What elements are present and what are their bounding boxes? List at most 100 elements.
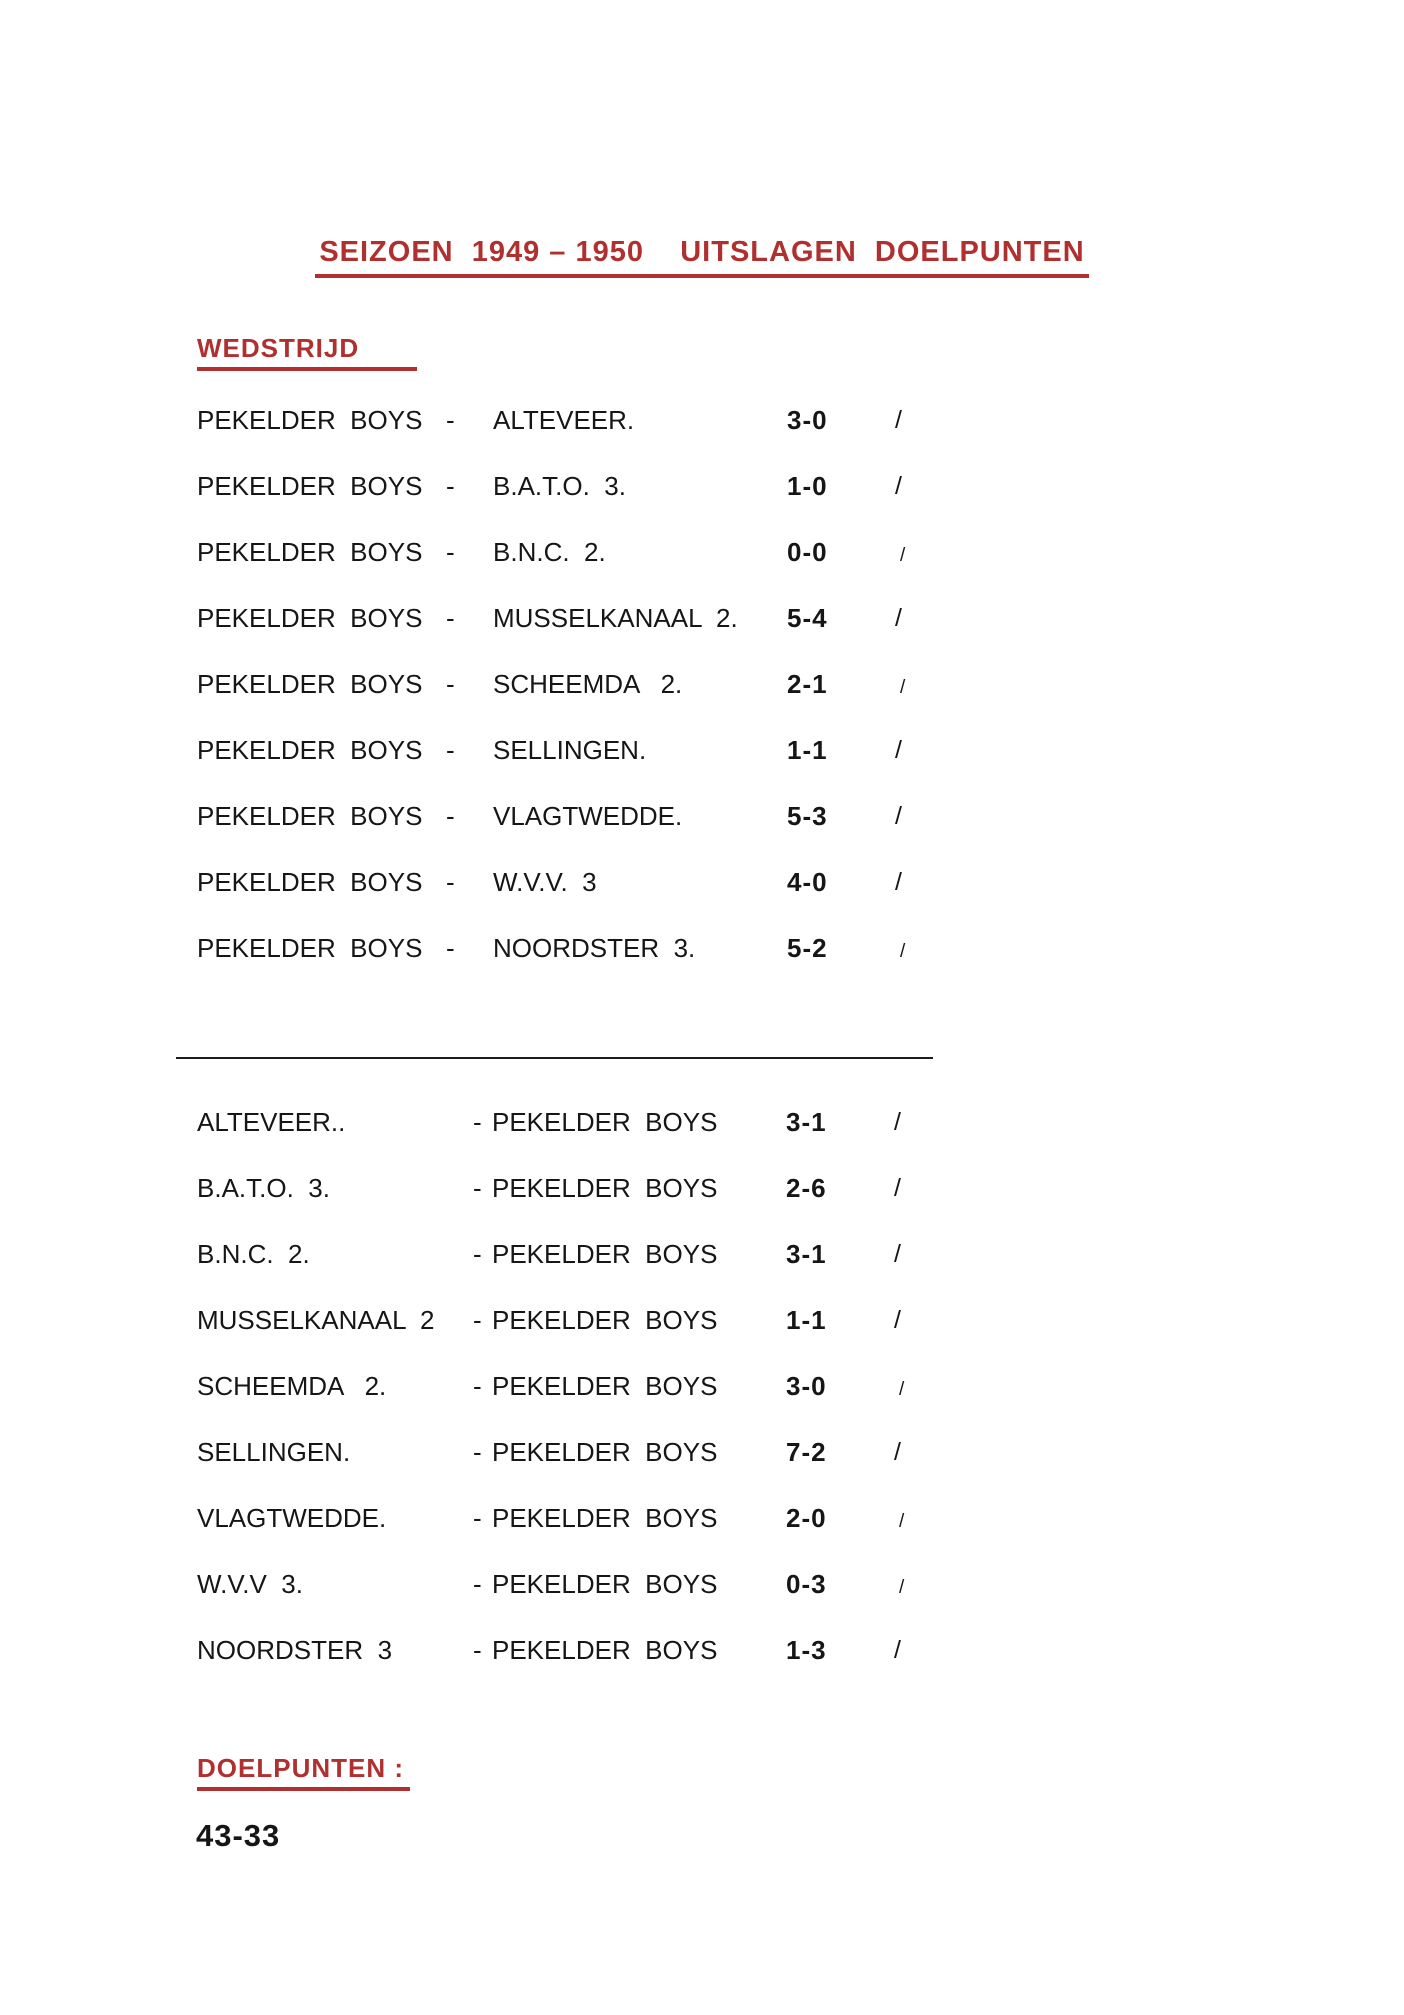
- slash-mark: /: [895, 604, 902, 632]
- wedstrijd-heading: WEDSTRIJD: [197, 333, 418, 371]
- slash-mark: /: [894, 1636, 901, 1664]
- home-team: PEKELDER BOYS: [197, 669, 423, 699]
- home-team: NOORDSTER 3: [197, 1635, 393, 1665]
- away-team: PEKELDER BOYS: [492, 1437, 718, 1467]
- match-row: PEKELDER BOYS - ALTEVEER. 3-0 /: [197, 399, 1404, 465]
- away-matches-section: ALTEVEER.. - PEKELDER BOYS 3-1 / B.A.T.O…: [197, 1101, 1404, 1695]
- away-team: B.A.T.O. 3.: [493, 471, 626, 501]
- slash-mark: /: [899, 1577, 905, 1598]
- match-row: W.V.V 3. - PEKELDER BOYS 0-3 /: [197, 1563, 1404, 1629]
- slash-mark: /: [895, 802, 902, 830]
- goals-total: 43-33: [196, 1818, 281, 1853]
- slash-mark: /: [899, 1511, 905, 1532]
- home-team: PEKELDER BOYS: [197, 537, 423, 567]
- title-row: SEIZOEN 1949 – 1950 UITSLAGEN DOELPUNTEN: [0, 236, 1404, 278]
- dash-separator: -: [446, 537, 455, 567]
- match-row: MUSSELKANAAL 2 - PEKELDER BOYS 1-1 /: [197, 1299, 1404, 1365]
- match-score: 1-3: [786, 1635, 827, 1665]
- match-score: 2-1: [787, 669, 828, 699]
- slash-mark: /: [900, 941, 906, 962]
- dash-separator: -: [446, 669, 455, 699]
- home-team: PEKELDER BOYS: [197, 471, 423, 501]
- home-team: ALTEVEER..: [197, 1107, 346, 1137]
- match-row: PEKELDER BOYS - SCHEEMDA 2. 2-1 /: [197, 663, 1404, 729]
- match-row: VLAGTWEDDE. - PEKELDER BOYS 2-0 /: [197, 1497, 1404, 1563]
- match-score: 2-0: [786, 1503, 827, 1533]
- season-title: SEIZOEN 1949 – 1950 UITSLAGEN DOELPUNTEN: [315, 236, 1089, 278]
- away-team: MUSSELKANAAL 2.: [493, 603, 738, 633]
- dash-separator: -: [446, 801, 455, 831]
- dash-separator: -: [446, 471, 455, 501]
- slash-mark: /: [900, 545, 906, 566]
- match-score: 0-0: [787, 537, 828, 567]
- away-team: NOORDSTER 3.: [493, 933, 696, 963]
- away-team: PEKELDER BOYS: [492, 1305, 718, 1335]
- home-matches-section: PEKELDER BOYS - ALTEVEER. 3-0 / PEKELDER…: [197, 399, 1404, 993]
- dash-separator: -: [473, 1569, 482, 1599]
- home-team: PEKELDER BOYS: [197, 405, 423, 435]
- section-divider-line: [176, 1057, 933, 1059]
- slash-mark: /: [894, 1306, 901, 1334]
- dash-separator: -: [446, 735, 455, 765]
- away-team: W.V.V. 3: [493, 867, 597, 897]
- match-row: PEKELDER BOYS - MUSSELKANAAL 2. 5-4 /: [197, 597, 1404, 663]
- match-score: 5-3: [787, 801, 828, 831]
- slash-mark: /: [895, 472, 902, 500]
- home-team: SELLINGEN.: [197, 1437, 351, 1467]
- match-row: PEKELDER BOYS - NOORDSTER 3. 5-2 /: [197, 927, 1404, 993]
- away-team: PEKELDER BOYS: [492, 1371, 718, 1401]
- match-row: B.N.C. 2. - PEKELDER BOYS 3-1 /: [197, 1233, 1404, 1299]
- dash-separator: -: [473, 1503, 482, 1533]
- match-score: 1-1: [787, 735, 828, 765]
- home-team: MUSSELKANAAL 2: [197, 1305, 435, 1335]
- dash-separator: -: [473, 1107, 482, 1137]
- home-team: B.A.T.O. 3.: [197, 1173, 330, 1203]
- dash-separator: -: [473, 1371, 482, 1401]
- match-row: ALTEVEER.. - PEKELDER BOYS 3-1 /: [197, 1101, 1404, 1167]
- match-row: SELLINGEN. - PEKELDER BOYS 7-2 /: [197, 1431, 1404, 1497]
- match-row: PEKELDER BOYS - SELLINGEN. 1-1 /: [197, 729, 1404, 795]
- match-score: 5-4: [787, 603, 828, 633]
- dash-separator: -: [446, 603, 455, 633]
- dash-separator: -: [473, 1305, 482, 1335]
- match-row: PEKELDER BOYS - VLAGTWEDDE. 5-3 /: [197, 795, 1404, 861]
- match-score: 5-2: [787, 933, 828, 963]
- home-team: SCHEEMDA 2.: [197, 1371, 387, 1401]
- dash-separator: -: [446, 867, 455, 897]
- home-team: PEKELDER BOYS: [197, 933, 423, 963]
- slash-mark: /: [894, 1108, 901, 1136]
- match-score: 2-6: [786, 1173, 827, 1203]
- slash-mark: /: [895, 868, 902, 896]
- away-team: PEKELDER BOYS: [492, 1107, 718, 1137]
- slash-mark: /: [894, 1174, 901, 1202]
- match-score: 4-0: [787, 867, 828, 897]
- dash-separator: -: [473, 1173, 482, 1203]
- away-team: ALTEVEER.: [493, 405, 635, 435]
- slash-mark: /: [900, 677, 906, 698]
- home-team: W.V.V 3.: [197, 1569, 303, 1599]
- home-team: PEKELDER BOYS: [197, 801, 423, 831]
- dash-separator: -: [446, 933, 455, 963]
- match-score: 3-0: [786, 1371, 827, 1401]
- match-row: SCHEEMDA 2. - PEKELDER BOYS 3-0 /: [197, 1365, 1404, 1431]
- match-row: PEKELDER BOYS - B.A.T.O. 3. 1-0 /: [197, 465, 1404, 531]
- home-team: PEKELDER BOYS: [197, 867, 423, 897]
- match-score: 0-3: [786, 1569, 827, 1599]
- match-score: 3-0: [787, 405, 828, 435]
- away-team: PEKELDER BOYS: [492, 1569, 718, 1599]
- match-row: PEKELDER BOYS - B.N.C. 2. 0-0 /: [197, 531, 1404, 597]
- slash-mark: /: [894, 1240, 901, 1268]
- slash-mark: /: [894, 1438, 901, 1466]
- slash-mark: /: [895, 406, 902, 434]
- dash-separator: -: [473, 1239, 482, 1269]
- match-row: NOORDSTER 3 - PEKELDER BOYS 1-3 /: [197, 1629, 1404, 1695]
- away-team: PEKELDER BOYS: [492, 1503, 718, 1533]
- slash-mark: /: [895, 736, 902, 764]
- away-team: VLAGTWEDDE.: [493, 801, 683, 831]
- away-team: B.N.C. 2.: [493, 537, 606, 567]
- home-team: VLAGTWEDDE.: [197, 1503, 387, 1533]
- away-team: SCHEEMDA 2.: [493, 669, 683, 699]
- slash-mark: /: [899, 1379, 905, 1400]
- dash-separator: -: [446, 405, 455, 435]
